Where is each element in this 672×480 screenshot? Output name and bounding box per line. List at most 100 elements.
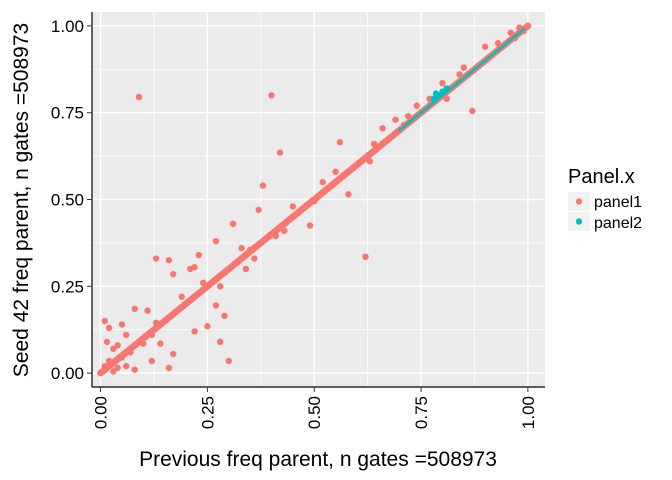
point-panel1 [225,357,232,365]
legend-marker-panel2 [575,218,583,225]
y-tick-label: 0.75 [51,104,84,123]
point-panel1 [392,116,399,123]
x-tick-label: 0.50 [305,396,324,429]
point-panel2-diagonal [410,118,414,122]
point-panel2-diagonal [499,46,503,50]
point-panel1 [217,283,224,290]
point-panel2-diagonal [470,69,474,73]
point-panel2-diagonal [480,61,484,65]
point-panel1 [140,340,147,347]
point-panel2-diagonal [464,74,468,78]
point-panel1 [229,220,237,228]
point-panel1 [152,319,160,326]
y-tick-label: 1.00 [51,17,84,36]
point-panel1 [148,357,156,365]
point-panel1 [144,307,151,314]
point-panel1 [122,362,130,370]
point-panel2-diagonal [518,31,522,35]
point-panel1 [195,251,203,259]
point-panel2-diagonal [406,121,410,125]
point-panel1 [103,338,111,346]
point-panel1 [345,191,352,198]
point-panel1 [212,237,220,245]
y-tick-label: 0.50 [51,191,84,210]
point-panel1 [178,293,185,300]
point-panel1 [469,107,476,115]
point-panel2-diagonal [509,37,513,41]
point-panel2-diagonal [418,111,422,115]
point-panel1 [456,71,463,78]
point-panel1 [217,338,224,346]
point-panel2-diagonal [487,56,491,60]
point-panel2-diagonal [408,120,412,124]
point-panel1 [443,95,450,103]
legend-label-panel2: panel2 [594,215,642,232]
point-panel2-diagonal [398,128,402,132]
point-panel2 [432,90,440,97]
legend: Panel.x panel1 panel2 [568,166,642,232]
point-panel2-diagonal [515,32,519,36]
point-panel1 [110,368,117,375]
point-panel2-diagonal [453,83,457,87]
point-panel1 [114,342,121,349]
point-panel1 [311,198,318,205]
point-panel1 [405,112,412,120]
x-tick-label: 1.00 [519,396,538,429]
x-tick-label: 0.25 [198,396,217,429]
point-panel2-diagonal [402,125,406,129]
point-panel1 [221,312,228,320]
point-panel2-diagonal [404,123,408,127]
point-panel1 [105,324,113,332]
point-panel2-diagonal [482,59,486,63]
point-panel2-diagonal [511,36,515,40]
legend-label-panel1: panel1 [594,194,642,211]
point-panel2-diagonal [468,71,472,75]
point-panel1 [101,317,109,325]
point-panel2-diagonal [522,27,526,31]
point-panel2-diagonal [513,34,517,38]
point-panel1 [101,362,109,370]
point-panel1 [366,158,373,165]
point-panel2 [430,95,438,103]
point-panel2-diagonal [493,51,497,55]
point-panel1 [131,366,138,373]
legend-marker-panel1 [575,198,583,205]
point-panel1 [152,255,160,262]
point-panel2-diagonal [456,81,460,85]
point-panel1 [118,321,126,328]
point-panel1 [494,40,502,47]
y-axis-title: Seed 42 freq parent, n gates =508973 [10,23,33,377]
point-panel1 [187,265,194,273]
point-panel1 [439,79,446,87]
point-panel1 [114,364,121,372]
point-panel1 [165,257,173,264]
point-panel2-diagonal [460,78,464,82]
point-panel1 [259,182,267,189]
point-panel1 [507,29,515,37]
point-panel1 [481,43,489,50]
point-panel1 [268,92,275,99]
point-panel2-diagonal [466,73,470,77]
point-panel2-diagonal [425,106,429,110]
axis-ticks: 0.00 0.25 0.50 0.75 1.00 0.00 0.25 0.50 0.75 1.00 [51,17,538,429]
point-panel2-diagonal [503,42,507,46]
point-panel2-diagonal [431,101,435,105]
y-tick-label: 0.25 [51,277,84,296]
point-panel1 [306,222,314,229]
point-panel1 [110,345,117,353]
x-axis-title: Previous freq parent, n gates =508973 [139,448,497,471]
point-panel2-diagonal [451,84,455,88]
point-panel1 [165,364,173,372]
point-panel2-diagonal [449,86,453,90]
point-panel1 [460,64,468,71]
y-tick-label: 0.00 [51,364,84,383]
point-panel2-diagonal [491,53,495,57]
point-panel1 [255,206,262,214]
point-panel1 [336,139,344,146]
point-panel1 [105,357,113,365]
point-panel1 [131,305,138,313]
point-panel2-diagonal [462,76,466,80]
point-panel2-diagonal [507,39,511,43]
x-tick-label: 0.00 [92,396,111,429]
point-panel2-diagonal [489,54,493,58]
